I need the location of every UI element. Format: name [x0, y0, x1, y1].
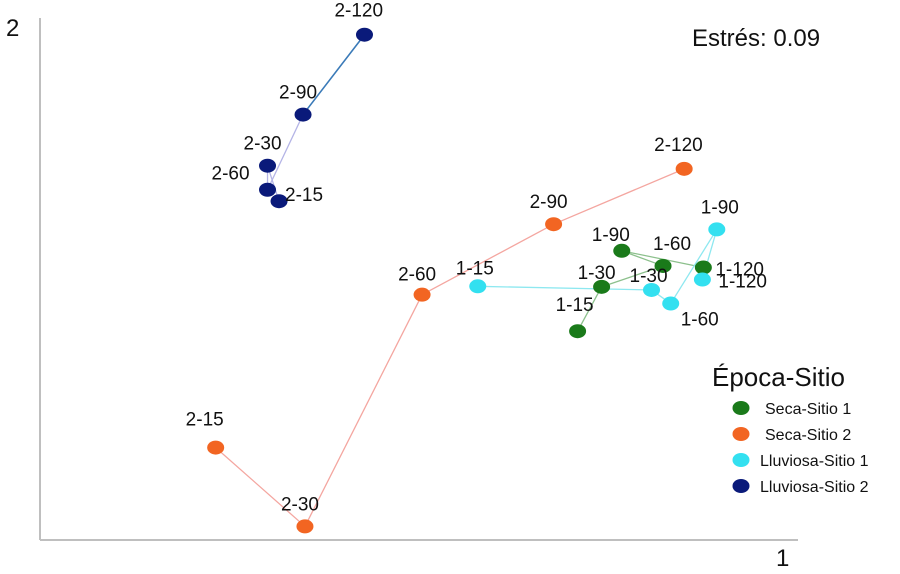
lluviosa-sitio-1-point-1-30: [643, 282, 661, 297]
seca-sitio-2-point-2-60: [413, 287, 431, 302]
lluviosa-sitio-2-label-2-30: 2-30: [244, 134, 282, 155]
seca-sitio-2-segment-1: [215, 447, 306, 527]
seca-sitio-1-point-1-60: [654, 258, 672, 273]
lluviosa-sitio-1-label-1-60: 1-60: [681, 310, 719, 331]
lluviosa-sitio-1-point-1-60: [662, 296, 680, 311]
legend-label-seca-sitio-2: Seca-Sitio 2: [765, 427, 851, 444]
lluviosa-sitio-2-point-2-90: [294, 107, 312, 122]
point-labels: 1-15 1-30 1-60 1-90 1-120 2-15 2-30 2-60 2-90 2-1…: [186, 1, 767, 516]
seca-sitio-2-label-2-90: 2-90: [530, 192, 568, 213]
legend-marker-lluviosa-sitio-2: [732, 479, 750, 493]
lluviosa-sitio-1-label-1-90: 1-90: [701, 197, 739, 218]
legend-marker-seca-sitio-1: [732, 401, 750, 415]
seca-sitio-2-label-2-120: 2-120: [654, 135, 703, 156]
lluviosa-sitio-2-segment-3: [266, 114, 304, 191]
seca-sitio-2-point-2-30: [296, 519, 314, 534]
seca-sitio-1-segment-1: [577, 286, 603, 332]
lluviosa-sitio-2-segment-4: [302, 34, 366, 116]
lluviosa-sitio-1-point-1-120: [693, 272, 711, 287]
seca-sitio-2-label-2-15: 2-15: [186, 410, 224, 431]
lluviosa-sitio-2-label-2-60: 2-60: [212, 164, 250, 185]
y-axis-label: 2: [6, 15, 19, 42]
seca-sitio-2-label-2-60: 2-60: [398, 265, 436, 286]
legend-marker-seca-sitio-2: [732, 427, 750, 441]
chart-axes: 2 1: [6, 15, 798, 572]
lluviosa-sitio-2-point-2-60: [259, 182, 277, 197]
seca-sitio-1-label-1-30: 1-30: [578, 263, 616, 284]
lluviosa-sitio-1-point-1-15: [469, 279, 487, 294]
seca-sitio-1-label-1-15: 1-15: [556, 295, 594, 316]
seca-sitio-1-point-1-30: [593, 279, 611, 294]
stress-value: Estrés: 0.09: [692, 25, 820, 52]
legend-title: Época-Sitio: [712, 362, 845, 392]
lluviosa-sitio-1-segment-1: [477, 285, 652, 291]
seca-sitio-2-segment-2: [304, 294, 423, 527]
legend-label-seca-sitio-1: Seca-Sitio 1: [765, 401, 851, 418]
x-axis-label: 1: [776, 545, 789, 572]
legend-marker-lluviosa-sitio-1: [732, 453, 750, 467]
lluviosa-sitio-1-label-1-120: 1-120: [718, 272, 767, 293]
seca-sitio-1-label-1-90: 1-90: [592, 225, 630, 246]
seca-sitio-1-point-1-120: [694, 260, 712, 275]
seca-sitio-2-label-2-30: 2-30: [281, 494, 319, 515]
lluviosa-sitio-1-segment-3: [670, 229, 718, 304]
seca-sitio-1-point-1-15: [569, 324, 587, 339]
lluviosa-sitio-2-point-2-120: [355, 27, 373, 42]
lluviosa-sitio-2-label-2-15: 2-15: [285, 185, 323, 206]
legend-label-lluviosa-sitio-2: Lluviosa-Sitio 2: [760, 479, 869, 496]
seca-sitio-1-label-1-120: 1-120: [715, 260, 764, 281]
seca-sitio-2-point-2-15: [207, 440, 225, 455]
seca-sitio-1-label-1-60: 1-60: [653, 234, 691, 255]
lluviosa-sitio-1-label-1-15: 1-15: [456, 258, 494, 279]
lluviosa-sitio-2-point-2-15: [270, 194, 288, 209]
legend: Época-Sitio Seca-Sitio 1 Seca-Sitio 2 Lluv…: [712, 362, 869, 496]
seca-sitio-2-point-2-90: [545, 217, 563, 232]
lluviosa-sitio-2-label-2-90: 2-90: [279, 83, 317, 104]
legend-label-lluviosa-sitio-1: Lluviosa-Sitio 1: [760, 453, 869, 470]
lluviosa-sitio-1-label-1-30: 1-30: [630, 266, 668, 287]
seca-sitio-2-segment-3: [421, 223, 554, 296]
seca-sitio-2-segment-4: [553, 168, 685, 225]
seca-sitio-1-point-1-90: [613, 243, 631, 258]
seca-sitio-1-segment-2: [601, 265, 664, 288]
lluviosa-sitio-1-point-1-90: [708, 222, 726, 237]
series-points: [207, 27, 726, 534]
lluviosa-sitio-2-label-2-120: 2-120: [334, 1, 383, 22]
seca-sitio-2-point-2-120: [675, 161, 693, 176]
lluviosa-sitio-2-point-2-30: [259, 158, 277, 173]
